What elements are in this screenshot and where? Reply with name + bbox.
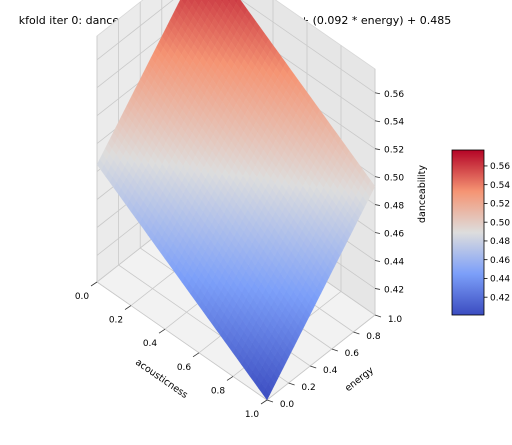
z-axis-label: danceability — [417, 165, 428, 223]
colorbar: 0.42 0.44 0.46 0.48 0.50 0.52 0.54 0.56 — [451, 149, 510, 316]
y-tick — [374, 314, 382, 318]
z-tick — [374, 176, 381, 179]
axis-ticks: 0.0 0.2 0.4 0.6 0.8 1.0 0.0 0.2 0.4 0.6 0.8 1.0 0.42… — [75, 90, 404, 420]
y-tick — [266, 399, 274, 403]
z-tick — [374, 204, 381, 206]
colorbar-tick-label: 0.54 — [490, 181, 510, 191]
y-tick-label: 1.0 — [388, 315, 403, 325]
x-tick-label: 0.6 — [177, 363, 192, 373]
surface-cell — [262, 388, 270, 401]
z-tick — [374, 120, 381, 123]
z-tick — [374, 92, 381, 95]
z-tick — [374, 148, 381, 151]
z-tick-label: 0.42 — [384, 285, 404, 295]
y-tick-label: 0.0 — [280, 400, 295, 410]
y-tick-label: 0.2 — [301, 383, 315, 393]
z-tick-label: 0.50 — [384, 174, 404, 184]
gridline-z — [96, 0, 376, 94]
x-tick-label: 0.2 — [109, 316, 123, 326]
y-tick — [331, 348, 338, 352]
x-tick — [192, 352, 200, 358]
colorbar-tick-label: 0.44 — [490, 275, 510, 285]
z-tick-label: 0.48 — [384, 202, 404, 212]
regression-surface — [96, 0, 376, 401]
y-tick-label: 0.6 — [345, 349, 360, 359]
colorbar-gradient — [451, 149, 485, 316]
surface-cell — [213, 0, 217, 3]
colorbar-tick-label: 0.50 — [490, 218, 510, 228]
x-tick — [226, 376, 234, 381]
x-tick-label: 1.0 — [245, 410, 260, 420]
y-tick — [310, 365, 317, 369]
x-tick-label: 0.0 — [75, 292, 90, 302]
colorbar-tick-label: 0.48 — [490, 237, 510, 247]
x-tick-label: 0.8 — [211, 386, 226, 396]
z-tick-label: 0.54 — [384, 118, 404, 128]
y-tick — [353, 331, 360, 335]
z-tick — [374, 288, 381, 290]
colorbar-tick-label: 0.46 — [490, 256, 510, 266]
y-axis-label: energy — [343, 365, 376, 394]
x-tick — [90, 281, 98, 287]
z-tick — [374, 260, 381, 262]
z-tick — [374, 232, 381, 234]
z-tick-label: 0.44 — [384, 257, 404, 267]
x-tick-label: 0.4 — [143, 339, 158, 349]
z-tick-label: 0.52 — [384, 146, 404, 156]
y-tick-label: 0.4 — [323, 366, 338, 376]
x-tick — [124, 305, 132, 310]
x-tick — [260, 399, 268, 405]
z-tick-label: 0.56 — [384, 90, 404, 100]
y-tick-label: 0.8 — [366, 332, 381, 342]
colorbar-tick-label: 0.42 — [490, 293, 510, 303]
z-tick-label: 0.46 — [384, 230, 404, 240]
y-tick — [288, 382, 295, 386]
colorbar-tick-label: 0.52 — [490, 200, 510, 210]
colorbar-tick-label: 0.56 — [490, 162, 510, 172]
x-tick — [158, 328, 166, 334]
